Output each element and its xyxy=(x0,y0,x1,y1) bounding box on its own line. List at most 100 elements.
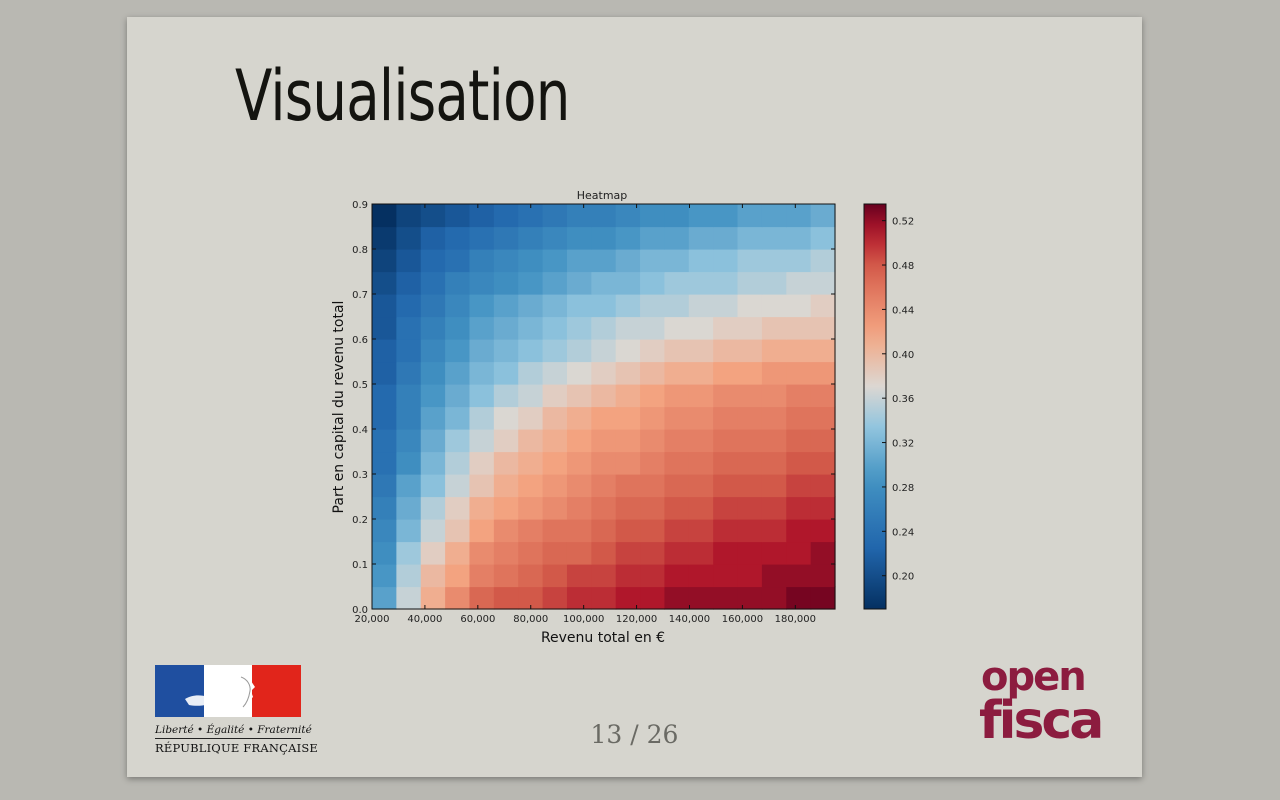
heatmap-cell xyxy=(445,339,471,363)
heatmap-cell xyxy=(420,204,446,228)
heatmap-cell xyxy=(493,586,519,610)
heatmap-cell xyxy=(372,406,397,430)
heatmap-cell xyxy=(640,271,666,295)
heatmap-cell xyxy=(566,564,592,588)
heatmap-cell xyxy=(518,496,544,520)
heatmap-cell xyxy=(420,451,446,475)
heatmap-cell xyxy=(445,226,471,250)
heatmap-cell xyxy=(786,316,812,340)
heatmap-cell xyxy=(445,316,471,340)
heatmap-cell xyxy=(737,429,763,453)
y-tick-label: 0.0 xyxy=(352,605,368,616)
heatmap-cell xyxy=(566,226,592,250)
heatmap-cell xyxy=(786,564,812,588)
heatmap-cell xyxy=(420,429,446,453)
heatmap-cell xyxy=(786,271,812,295)
heatmap-cell xyxy=(566,361,592,385)
heatmap-cell xyxy=(640,226,666,250)
heatmap-cell xyxy=(713,586,739,610)
heatmap-cell xyxy=(420,249,446,273)
heatmap-cell xyxy=(542,271,568,295)
heatmap-cell xyxy=(640,586,666,610)
heatmap-cell xyxy=(761,226,787,250)
heatmap-cell xyxy=(761,271,787,295)
page-number: 13 / 26 xyxy=(590,720,679,749)
heatmap-cell xyxy=(640,204,666,228)
colorbar xyxy=(863,203,887,610)
heatmap-cell xyxy=(810,429,836,453)
heatmap-cell xyxy=(615,586,641,610)
heatmap-cell xyxy=(396,541,422,565)
heatmap-cell xyxy=(566,451,592,475)
heatmap-cell xyxy=(591,451,617,475)
heatmap-cell xyxy=(737,541,763,565)
heatmap-cell xyxy=(737,384,763,408)
heatmap-cell xyxy=(493,339,519,363)
heatmap-cell xyxy=(566,474,592,498)
heatmap-cell xyxy=(445,541,471,565)
heatmap-cell xyxy=(761,474,787,498)
heatmap-cell xyxy=(664,249,690,273)
heatmap-cell xyxy=(420,474,446,498)
heatmap-cell xyxy=(591,294,617,318)
heatmap-cell xyxy=(518,294,544,318)
heatmap-cell xyxy=(396,519,422,543)
heatmap-cell xyxy=(445,294,471,318)
heatmap-cell xyxy=(713,429,739,453)
heatmap-cell xyxy=(493,541,519,565)
heatmap-cell xyxy=(786,451,812,475)
heatmap-cell xyxy=(372,271,397,295)
heatmap-cell xyxy=(518,406,544,430)
colorbar-tick-label: 0.32 xyxy=(892,439,914,450)
heatmap-cell xyxy=(761,204,787,228)
heatmap-cell xyxy=(420,586,446,610)
heatmap-cell xyxy=(713,339,739,363)
heatmap-cell xyxy=(372,586,397,610)
heatmap-cell xyxy=(566,294,592,318)
heatmap-cell xyxy=(688,384,714,408)
heatmap-cell xyxy=(640,339,666,363)
heatmap-cell xyxy=(493,519,519,543)
heatmap-cell xyxy=(761,316,787,340)
heatmap-cell xyxy=(737,451,763,475)
heatmap-cell xyxy=(396,339,422,363)
heatmap-cell xyxy=(469,496,495,520)
heatmap-cell xyxy=(664,474,690,498)
heatmap-cell xyxy=(396,496,422,520)
heatmap-cell xyxy=(810,451,836,475)
heatmap-cell xyxy=(566,519,592,543)
heatmap-cell xyxy=(542,519,568,543)
heatmap-cell xyxy=(518,249,544,273)
y-tick-label: 0.4 xyxy=(352,425,368,436)
heatmap-cell xyxy=(615,249,641,273)
heatmap-cell xyxy=(713,249,739,273)
heatmap-cell xyxy=(810,204,836,228)
heatmap-cell xyxy=(688,586,714,610)
heatmap-cell xyxy=(615,339,641,363)
heatmap-cell xyxy=(469,361,495,385)
heatmap-cell xyxy=(737,226,763,250)
x-tick-label: 80,000 xyxy=(513,614,548,625)
heatmap-cell xyxy=(640,496,666,520)
republique-francaise-logo: Liberté • Égalité • Fraternité RÉPUBLIQU… xyxy=(155,665,318,755)
slide-title: Visualisation xyxy=(235,55,570,137)
heatmap-cell xyxy=(786,429,812,453)
heatmap-cell xyxy=(688,249,714,273)
rf-motto: Liberté • Égalité • Fraternité xyxy=(155,724,312,736)
heatmap-cell xyxy=(664,294,690,318)
heatmap-cell xyxy=(420,339,446,363)
heatmap-cell xyxy=(493,316,519,340)
heatmap-cell xyxy=(713,204,739,228)
heatmap-cell xyxy=(493,249,519,273)
rf-divider xyxy=(155,738,301,739)
heatmap-cell xyxy=(664,429,690,453)
heatmap-cell xyxy=(713,496,739,520)
heatmap-cell xyxy=(786,384,812,408)
heatmap-cell xyxy=(420,406,446,430)
heatmap-cell xyxy=(445,429,471,453)
heatmap-cell xyxy=(542,384,568,408)
heatmap-cell xyxy=(640,294,666,318)
heatmap-cell xyxy=(518,226,544,250)
heatmap-cell xyxy=(810,564,836,588)
slide: Visualisation Heatmap 20,000 40,000 60,000… xyxy=(127,17,1142,777)
